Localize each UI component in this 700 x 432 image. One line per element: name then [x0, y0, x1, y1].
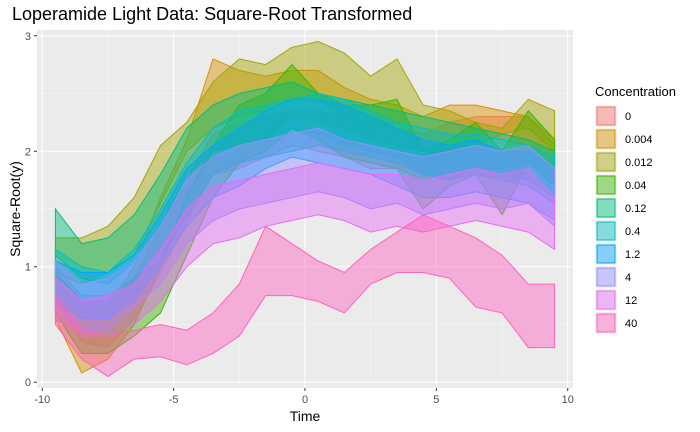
legend-swatch-0.04: [596, 175, 616, 195]
legend-label: 40: [625, 318, 637, 330]
legend-key-bg: [595, 105, 617, 127]
legend-key-bg: [595, 266, 617, 288]
x-tick-label: -10: [34, 394, 50, 406]
legend-key-bg: [595, 220, 617, 242]
ribbon-series-40: [54, 214, 556, 378]
x-tick-label: 10: [562, 394, 574, 406]
legend-swatch-0.4: [596, 221, 616, 241]
y-tick-label: 1: [25, 262, 31, 274]
legend-title: Concentration: [595, 84, 676, 99]
x-tick-label: 0: [302, 394, 308, 406]
ribbon-series-12: [54, 162, 556, 337]
y-axis-title: Square-Root(y): [7, 161, 23, 257]
legend-swatch-0.004: [596, 129, 616, 149]
legend-key-bg: [595, 312, 617, 334]
legend-swatch-0: [596, 106, 616, 126]
legend-key-bg: [595, 128, 617, 150]
legend-label: 4: [625, 272, 631, 284]
legend-label: 0: [625, 111, 631, 123]
legend-key-bg: [595, 151, 617, 173]
legend-label: 12: [625, 295, 637, 307]
legend: Concentration 0 0.004 0.012 0.04 0.12 0.4 1.2 4…: [595, 84, 676, 334]
grid-major: [37, 30, 573, 388]
y-tick-label: 3: [25, 31, 31, 43]
x-tick-label: -5: [169, 394, 179, 406]
x-axis-ticks: -10 -5 0 5 10: [34, 388, 574, 406]
legend-label: 0.04: [625, 180, 646, 192]
legend-swatch-0.12: [596, 198, 616, 218]
y-axis-ticks: 0 1 2 3: [25, 31, 37, 389]
chart-title: Loperamide Light Data: Square-Root Trans…: [12, 4, 413, 24]
y-tick-label: 0: [25, 377, 31, 389]
legend-swatch-0.012: [596, 152, 616, 172]
ribbons: [54, 40, 556, 378]
legend-swatch-12: [596, 290, 616, 310]
legend-key-bg: [595, 197, 617, 219]
legend-key-bg: [595, 174, 617, 196]
legend-swatch-4: [596, 267, 616, 287]
legend-label: 0.4: [625, 226, 640, 238]
legend-key-bg: [595, 243, 617, 265]
legend-swatch-1.2: [596, 244, 616, 264]
legend-label: 0.012: [625, 157, 653, 169]
legend-label: 1.2: [625, 249, 640, 261]
legend-key-bg: [595, 289, 617, 311]
y-tick-label: 2: [25, 146, 31, 158]
x-axis-title: Time: [290, 408, 321, 424]
legend-label: 0.12: [625, 203, 646, 215]
legend-label: 0.004: [625, 134, 653, 146]
legend-swatch-40: [596, 313, 616, 333]
x-tick-label: 5: [433, 394, 439, 406]
